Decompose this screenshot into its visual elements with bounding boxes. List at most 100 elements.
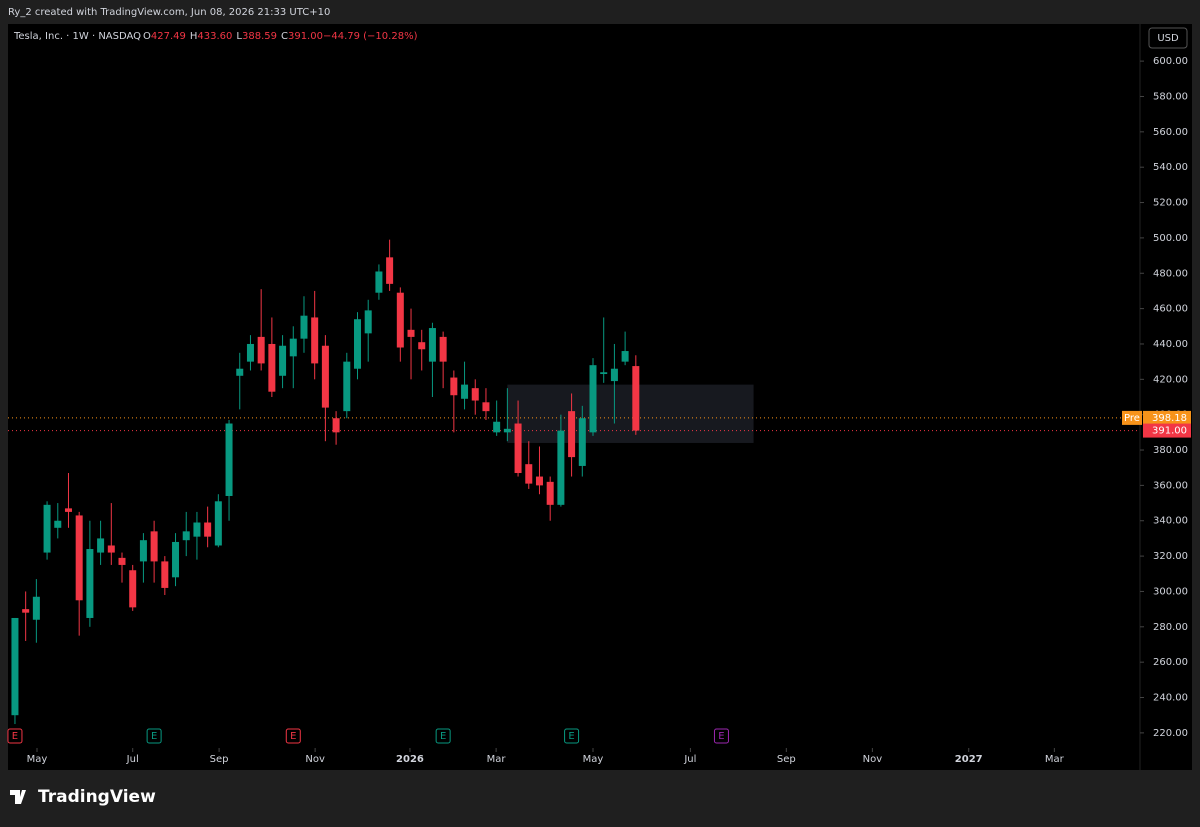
- x-tick-label: Mar: [487, 754, 507, 765]
- event-marker: [285, 728, 301, 744]
- candle-body: [279, 345, 287, 376]
- x-tick-label: Jul: [683, 754, 696, 765]
- ohlc-legend: O427.49 H433.60 L388.59 C391.00−44.79 (−10.…: [143, 31, 418, 42]
- y-tick-label: 580.00: [1153, 91, 1188, 102]
- y-tick-label: 320.00: [1153, 551, 1188, 562]
- legend-value: 433.60: [197, 31, 232, 42]
- legend-key: O: [143, 31, 151, 42]
- pre-label: Pre: [1124, 413, 1140, 424]
- candle-body: [364, 310, 372, 334]
- event-label: E: [290, 731, 296, 742]
- candle-body: [589, 365, 597, 433]
- candle-body: [11, 617, 19, 716]
- event-marker: [146, 728, 162, 744]
- y-tick-label: 420.00: [1153, 374, 1188, 385]
- candle-body: [600, 372, 608, 375]
- event-label: E: [151, 731, 157, 742]
- y-tick-label: 340.00: [1153, 516, 1188, 527]
- logo-text: TradingView: [38, 787, 156, 807]
- candle-body: [354, 319, 362, 369]
- candle-body: [503, 428, 511, 433]
- y-tick-label: 240.00: [1153, 693, 1188, 704]
- candle-body: [32, 596, 40, 620]
- legend-key: H: [190, 31, 198, 42]
- legend-text: O427.49 H433.60 L388.59 C391.00−44.79 (−10.…: [143, 31, 418, 42]
- candle-body: [150, 531, 158, 562]
- candle-body: [118, 557, 126, 565]
- currency-button[interactable]: [1148, 27, 1188, 49]
- candle-body: [289, 338, 297, 357]
- y-tick-label: 460.00: [1153, 304, 1188, 315]
- candle-body: [311, 317, 319, 364]
- event-marker: [713, 728, 729, 744]
- legend-key: L: [236, 31, 242, 42]
- y-tick-label: 440.00: [1153, 339, 1188, 350]
- candle-body: [236, 368, 244, 376]
- x-tick-label: Jul: [126, 754, 139, 765]
- candle-body: [535, 476, 543, 486]
- candle-body: [525, 464, 533, 484]
- candle-body: [172, 541, 180, 578]
- x-tick-label: Nov: [305, 754, 325, 765]
- candle-body: [332, 418, 340, 433]
- logo: TradingView: [10, 787, 156, 807]
- candle-body: [193, 522, 201, 537]
- candle-body: [22, 609, 30, 613]
- candle-body: [610, 368, 618, 382]
- x-tick-label: 2027: [955, 754, 983, 765]
- y-tick-label: 220.00: [1153, 728, 1188, 739]
- candle-body: [375, 271, 383, 293]
- x-tick-label: Sep: [777, 754, 796, 765]
- candle-body: [396, 292, 404, 348]
- x-tick-label: May: [27, 754, 48, 765]
- candle-body: [225, 423, 233, 496]
- candle-body: [621, 351, 629, 362]
- candle-body: [204, 522, 212, 537]
- price-label: 391.00: [1152, 426, 1187, 437]
- price-label-box: [1143, 410, 1191, 425]
- candle-body: [386, 257, 394, 284]
- event-label: E: [718, 731, 724, 742]
- x-tick-label: May: [583, 754, 604, 765]
- pre-box: [1122, 410, 1142, 425]
- price-label: 398.18: [1152, 413, 1187, 424]
- candle-body: [257, 336, 265, 364]
- candle-body: [471, 388, 479, 401]
- candle-body: [514, 423, 522, 474]
- candle-body: [418, 342, 426, 350]
- y-tick-label: 560.00: [1153, 127, 1188, 138]
- candle-body: [632, 366, 640, 431]
- event-marker: [7, 728, 23, 744]
- plot: 220.00 240.00 260.00 280.00 300.00 320.00 340.…: [7, 56, 1191, 765]
- price-label-box: [1143, 423, 1191, 438]
- currency[interactable]: USD: [1157, 33, 1179, 44]
- candle-body: [461, 384, 469, 399]
- candle-body: [439, 336, 447, 362]
- candle-body: [246, 343, 254, 362]
- candle-body: [54, 520, 62, 528]
- y-tick-label: 300.00: [1153, 586, 1188, 597]
- legend-key: C: [281, 31, 288, 42]
- y-tick-label: 260.00: [1153, 657, 1188, 668]
- candle-body: [578, 418, 586, 466]
- legend-value: −44.79 (−10.28%): [323, 31, 418, 42]
- candle-body: [107, 545, 115, 553]
- y-tick-label: 540.00: [1153, 162, 1188, 173]
- candle-body: [568, 411, 576, 458]
- x-tick-label: Nov: [863, 754, 883, 765]
- event-marker: [435, 728, 451, 744]
- candle-body: [428, 328, 436, 362]
- candle-body: [343, 361, 351, 412]
- candle-body: [482, 402, 490, 412]
- y-tick-label: 280.00: [1153, 622, 1188, 633]
- logo-icon: [10, 790, 26, 804]
- candle-body: [129, 570, 137, 608]
- candle-body: [557, 430, 565, 505]
- candle-body: [182, 531, 190, 541]
- candle-body: [86, 549, 94, 618]
- candle-body: [214, 501, 222, 546]
- candle-body: [407, 329, 415, 337]
- candle-body: [97, 538, 105, 553]
- candle-body: [450, 377, 458, 396]
